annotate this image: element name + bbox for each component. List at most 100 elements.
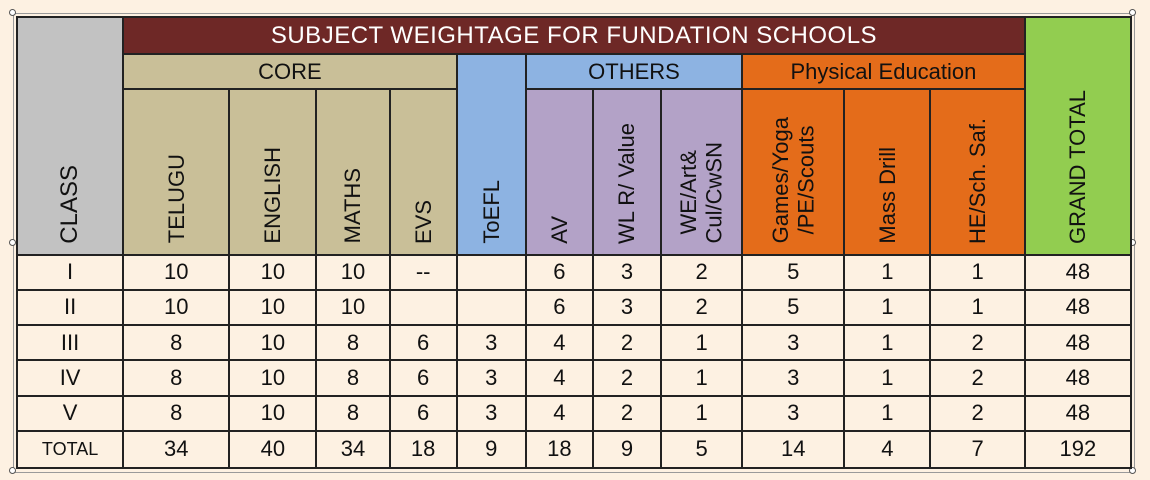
maths-header: MATHS — [340, 168, 366, 244]
cell-drill: 1 — [843, 324, 932, 362]
cell-wlr: 2 — [591, 324, 663, 362]
row-label: III — [15, 324, 125, 362]
cell-drill: 1 — [843, 359, 932, 397]
resize-handle[interactable] — [9, 467, 16, 474]
cell-english: 10 — [228, 288, 318, 327]
cell-he: 1 — [929, 253, 1026, 291]
resize-handle[interactable] — [9, 9, 16, 16]
cell-telugu: 8 — [122, 324, 231, 362]
cell-grand: 48 — [1023, 324, 1133, 362]
cell-we: 2 — [660, 253, 744, 291]
telugu-header: TELUGU — [163, 154, 189, 244]
cell-wlr: 3 — [591, 253, 663, 291]
others-group-header: OTHERS — [524, 53, 744, 91]
row-label: II — [15, 288, 125, 327]
cell-drill: 1 — [843, 288, 932, 327]
cell-english: 10 — [228, 253, 318, 291]
cell-we: 1 — [660, 394, 744, 432]
maths-header-cell: MATHS — [315, 88, 391, 256]
cell-maths: 8 — [315, 324, 391, 362]
weightage-table: CLASS SUBJECT WEIGHTAGE FOR FUNDATION SC… — [15, 15, 1133, 470]
total-wlr: 9 — [591, 429, 663, 470]
cell-maths: 8 — [315, 394, 391, 432]
cell-we: 2 — [660, 288, 744, 327]
toefl-header: ToEFL — [478, 179, 504, 244]
evs-header-cell: EVS — [388, 88, 458, 256]
cell-english: 10 — [228, 394, 318, 432]
total-english: 40 — [228, 429, 318, 470]
grand-total-header: GRAND TOTAL — [1065, 89, 1091, 244]
resize-handle[interactable] — [1129, 467, 1136, 474]
cell-he: 2 — [929, 324, 1026, 362]
row-label: IV — [15, 359, 125, 397]
total-label: TOTAL — [15, 429, 125, 470]
cell-drill: 1 — [843, 394, 932, 432]
drill-header: Mass Drill — [874, 147, 900, 244]
drill-header-cell: Mass Drill — [843, 88, 932, 256]
he-header: HE/Sch. Saf. — [964, 117, 990, 244]
cell-grand: 48 — [1023, 288, 1133, 327]
cell-wlr: 3 — [591, 288, 663, 327]
resize-handle[interactable] — [9, 239, 16, 246]
cell-english: 10 — [228, 324, 318, 362]
total-telugu: 34 — [122, 429, 231, 470]
table-row: II 10 10 10 6 3 2 5 1 1 48 — [15, 288, 1133, 327]
cell-maths: 10 — [315, 253, 391, 291]
table-title: SUBJECT WEIGHTAGE FOR FUNDATION SCHOOLS — [122, 15, 1026, 56]
class-header: CLASS — [56, 164, 84, 244]
cell-games: 3 — [741, 394, 846, 432]
table-row: IV 8 10 8 6 3 4 2 1 3 1 2 48 — [15, 359, 1133, 397]
cell-evs: 6 — [388, 324, 458, 362]
cell-wlr: 2 — [591, 394, 663, 432]
total-toefl: 9 — [455, 429, 527, 470]
we-header: WE/Art& Cul/CwSN — [676, 142, 727, 244]
wlr-header: WL R/ Value — [614, 122, 640, 244]
cell-games: 3 — [741, 359, 846, 397]
class-header-cell: CLASS — [15, 16, 125, 256]
cell-maths: 10 — [315, 288, 391, 327]
resize-handle[interactable] — [1129, 9, 1136, 16]
cell-wlr: 2 — [591, 359, 663, 397]
cell-toefl: 3 — [455, 394, 527, 432]
total-games: 14 — [741, 429, 846, 470]
cell-av: 4 — [524, 359, 594, 397]
cell-games: 3 — [741, 324, 846, 362]
cell-toefl: 3 — [455, 359, 527, 397]
total-av: 18 — [524, 429, 594, 470]
cell-av: 6 — [524, 253, 594, 291]
table-row: V 8 10 8 6 3 4 2 1 3 1 2 48 — [15, 394, 1133, 432]
core-group-header: CORE — [122, 53, 458, 91]
cell-maths: 8 — [315, 359, 391, 397]
row-label: V — [15, 394, 125, 432]
cropped-title-strip — [0, 0, 1150, 14]
telugu-header-cell: TELUGU — [122, 88, 231, 256]
av-header-cell: AV — [524, 88, 594, 256]
cell-english: 10 — [228, 359, 318, 397]
we-header-cell: WE/Art& Cul/CwSN — [660, 88, 744, 256]
cell-evs — [388, 288, 458, 327]
cell-games: 5 — [741, 253, 846, 291]
cell-telugu: 8 — [122, 359, 231, 397]
cell-telugu: 10 — [122, 253, 231, 291]
total-row: TOTAL 34 40 34 18 9 18 9 5 14 4 7 192 — [15, 429, 1133, 470]
total-maths: 34 — [315, 429, 391, 470]
grand-total-header-cell: GRAND TOTAL — [1023, 16, 1133, 256]
toefl-header-cell: ToEFL — [455, 53, 527, 256]
cell-drill: 1 — [843, 253, 932, 291]
cell-av: 4 — [524, 394, 594, 432]
cell-he: 2 — [929, 359, 1026, 397]
wlr-header-cell: WL R/ Value — [591, 88, 663, 256]
av-header: AV — [546, 215, 572, 244]
cell-av: 4 — [524, 324, 594, 362]
cell-grand: 48 — [1023, 253, 1133, 291]
cell-he: 1 — [929, 288, 1026, 327]
total-we: 5 — [660, 429, 744, 470]
cell-av: 6 — [524, 288, 594, 327]
he-header-cell: HE/Sch. Saf. — [929, 88, 1026, 256]
total-evs: 18 — [388, 429, 458, 470]
cell-toefl: 3 — [455, 324, 527, 362]
cell-telugu: 10 — [122, 288, 231, 327]
table-row: III 8 10 8 6 3 4 2 1 3 1 2 48 — [15, 324, 1133, 362]
cell-evs: -- — [388, 253, 458, 291]
total-he: 7 — [929, 429, 1026, 470]
